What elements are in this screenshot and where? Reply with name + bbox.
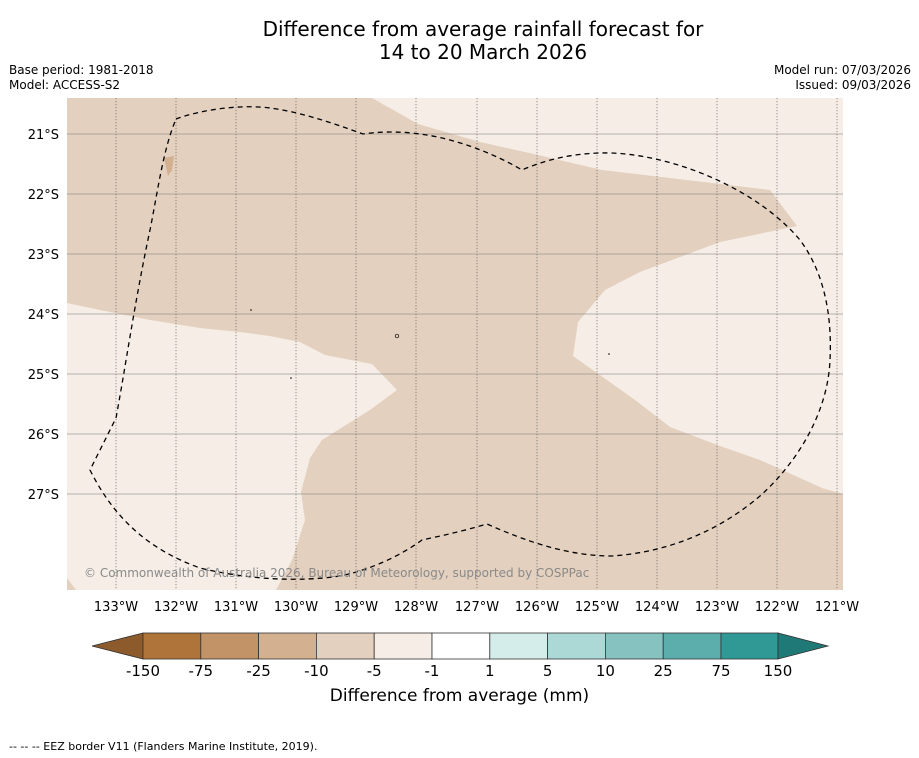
- lon-label: 127°W: [455, 600, 499, 615]
- meta-right: Model run: 07/03/2026 Issued: 09/03/2026: [774, 63, 911, 93]
- colorbar-segment: [431, 632, 491, 660]
- colorbar-tick: -150: [126, 662, 160, 680]
- lon-label: 122°W: [755, 600, 799, 615]
- graticule-lat: [67, 133, 843, 495]
- colorbar-segment: [547, 632, 606, 660]
- colorbar-tick: -10: [304, 662, 329, 680]
- colorbar-tick: 5: [543, 662, 553, 680]
- region-small-patch: [164, 156, 174, 176]
- lon-label: 123°W: [695, 600, 739, 615]
- speck-4: [608, 353, 610, 355]
- lon-label: 125°W: [575, 600, 619, 615]
- lon-label: 124°W: [635, 600, 679, 615]
- lon-label: 130°W: [274, 600, 318, 615]
- issued-date: Issued: 09/03/2026: [795, 78, 911, 92]
- colorbar-segment: [258, 632, 317, 660]
- colorbar-tick: -1: [425, 662, 440, 680]
- lon-label: 129°W: [334, 600, 378, 615]
- speck-2: [394, 333, 400, 339]
- lon-label: 121°W: [815, 600, 859, 615]
- lat-label: 23°S: [28, 248, 59, 263]
- model-name: Model: ACCESS-S2: [9, 78, 121, 92]
- colorbar-segment: [662, 632, 722, 660]
- map-area: © Commonwealth of Australia 2026, Bureau…: [67, 98, 843, 590]
- map-title-line1: Difference from average rainfall forecas…: [262, 17, 704, 41]
- lat-label: 25°S: [28, 368, 59, 383]
- colorbar-tick: 1: [485, 662, 495, 680]
- colorbar-tick: 25: [654, 662, 673, 680]
- lon-label: 133°W: [94, 600, 138, 615]
- colorbar-segment: [489, 632, 548, 660]
- model-run: Model run: 07/03/2026: [773, 63, 911, 77]
- lon-labels: 133°W 132°W 131°W 130°W 129°W 128°W 127°…: [94, 600, 859, 615]
- eez-border: [89, 106, 831, 580]
- region-drier: [67, 98, 843, 590]
- speck-3: [290, 377, 292, 379]
- colorbar-tick: -25: [246, 662, 271, 680]
- lon-label: 128°W: [394, 600, 438, 615]
- colorbar-tick: 150: [764, 662, 793, 680]
- lat-labels: 21°S 22°S 23°S 24°S 25°S 26°S 27°S: [28, 128, 59, 503]
- colorbar-tick: 10: [596, 662, 615, 680]
- colorbar-segment: [720, 632, 779, 660]
- speck-1: [250, 309, 252, 311]
- colorbar-segment: [315, 632, 375, 660]
- lat-label: 26°S: [28, 428, 59, 443]
- colorbar-segment: [200, 632, 260, 660]
- colorbar-extend-high: [777, 632, 830, 660]
- colorbar: [91, 632, 830, 660]
- lat-label: 24°S: [28, 308, 59, 323]
- colorbar-tick: 75: [711, 662, 730, 680]
- region-drier-bottom-left: [67, 578, 76, 590]
- lon-label: 132°W: [154, 600, 198, 615]
- lon-label: 131°W: [214, 600, 258, 615]
- base-period: Base period: 1981-2018: [9, 63, 154, 77]
- graticule-lon: [115, 98, 838, 590]
- footer-note: -- -- -- EEZ border V11 (Flanders Marine…: [9, 740, 318, 753]
- colorbar-segment: [142, 632, 202, 660]
- meta-left: Base period: 1981-2018 Model: ACCESS-S2: [9, 63, 154, 93]
- copyright-text: © Commonwealth of Australia 2026, Bureau…: [84, 566, 589, 580]
- lat-label: 27°S: [28, 488, 59, 503]
- lat-label: 21°S: [28, 128, 59, 143]
- colorbar-tick: -75: [189, 662, 214, 680]
- colorbar-extend-low: [91, 632, 144, 660]
- colorbar-title: Difference from average (mm): [329, 686, 590, 706]
- colorbar-tick: -5: [367, 662, 382, 680]
- colorbar-segment: [373, 632, 433, 660]
- colorbar-segment: [605, 632, 664, 660]
- map-title-line2: 14 to 20 March 2026: [378, 40, 588, 64]
- lon-label: 126°W: [515, 600, 559, 615]
- colorbar-ticks: -150 -75 -25 -10 -5 -1 1 5 10 25 75 150: [126, 662, 792, 680]
- map-title: Difference from average rainfall forecas…: [0, 18, 919, 64]
- lat-label: 22°S: [28, 188, 59, 203]
